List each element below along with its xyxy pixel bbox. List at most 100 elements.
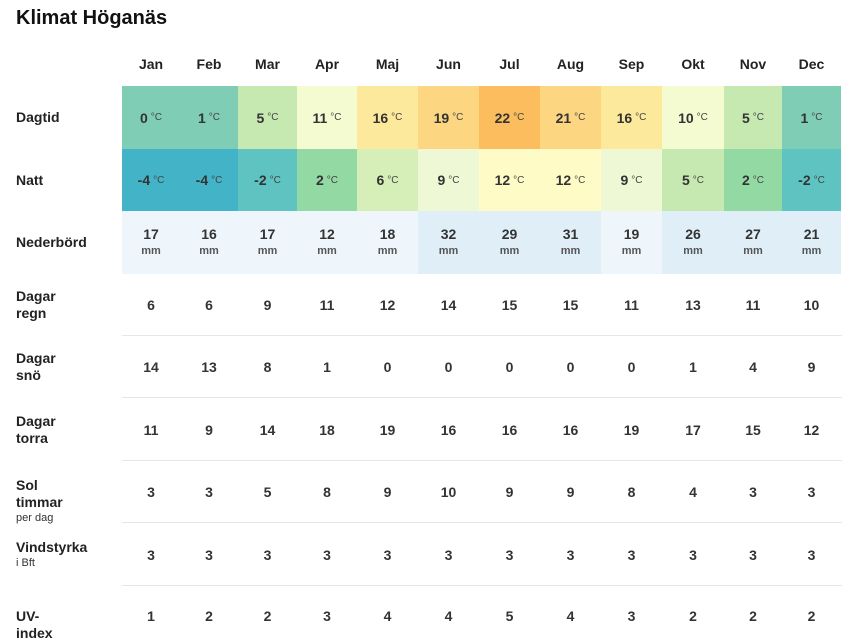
- month-header-mar: Mar: [255, 56, 280, 72]
- cell-day-maj: 16 °C: [357, 86, 418, 149]
- cell-precip-okt: 26 mm: [662, 211, 724, 274]
- cell-value: 3: [807, 546, 816, 563]
- cell-dry-nov: 15: [724, 398, 782, 461]
- cell-day-dec: 1 °C: [782, 86, 841, 149]
- cell-value: 0: [627, 359, 636, 375]
- cell-day-jun: 19 °C: [418, 86, 479, 149]
- cell-wind-jul: 3: [479, 523, 540, 586]
- cell-value: 13: [201, 359, 217, 375]
- cell-value: 1: [147, 608, 155, 624]
- cell-value: 3: [147, 484, 155, 500]
- cell-value: 13: [685, 297, 701, 313]
- cell-snow-dec: 9: [782, 336, 841, 398]
- cell-value: 9: [566, 484, 575, 500]
- cell-unit: mm: [621, 244, 642, 257]
- cell-value: 1: [800, 109, 809, 126]
- cell-value: 14: [440, 297, 457, 313]
- cell-unit: °C: [811, 112, 823, 123]
- cell-unit: mm: [438, 244, 459, 257]
- cell-value: 3: [205, 484, 213, 500]
- cell-rain-aug: 15: [540, 274, 601, 336]
- cell-unit: °C: [631, 174, 643, 186]
- cell-wind-feb: 3: [180, 523, 238, 586]
- month-header-apr: Apr: [314, 56, 340, 72]
- cell-dry-feb: 9: [180, 398, 238, 461]
- cell-day-apr: 11 °C: [297, 86, 357, 149]
- row-label-precip: Nederbörd: [16, 234, 87, 251]
- cell-value: 11: [319, 297, 335, 313]
- cell-unit: mm: [683, 244, 703, 257]
- cell-sun-maj: 9: [357, 461, 418, 523]
- cell-night-nov: 2 °C: [724, 149, 782, 211]
- cell-night-apr: 2 °C: [297, 149, 357, 211]
- row-label-sub: per dag: [16, 512, 54, 524]
- row-label-text: Sol timmar: [16, 477, 63, 510]
- cell-uv-mar: 2: [238, 608, 297, 626]
- cell-rain-sep: 11: [601, 274, 662, 336]
- month-header-maj: Maj: [375, 56, 400, 72]
- month-header-jun: Jun: [436, 56, 461, 72]
- cell-value: 2: [807, 608, 816, 624]
- cell-value: 16: [440, 421, 457, 438]
- cell-value: 3: [505, 546, 514, 563]
- row-divider: [122, 397, 842, 398]
- cell-unit: °C: [452, 112, 464, 123]
- month-header-feb: Feb: [196, 56, 222, 72]
- cell-value: -4: [195, 172, 209, 188]
- cell-rain-apr: 11: [297, 274, 357, 336]
- cell-unit: mm: [377, 244, 398, 257]
- cell-rain-feb: 6: [180, 274, 238, 336]
- cell-wind-jan: 3: [122, 523, 180, 586]
- cell-uv-apr: 3: [297, 608, 357, 626]
- cell-night-jun: 9 °C: [418, 149, 479, 211]
- cell-snow-jul: 0: [479, 336, 540, 398]
- cell-snow-mar: 8: [238, 336, 297, 398]
- cell-dry-maj: 19: [357, 398, 418, 461]
- month-header-jul: Jul: [499, 56, 520, 72]
- cell-value: 9: [383, 484, 392, 500]
- cell-snow-aug: 0: [540, 336, 601, 398]
- cell-value: 5: [263, 484, 272, 500]
- cell-value: 19: [623, 421, 640, 438]
- cell-sun-jan: 3: [122, 461, 180, 523]
- row-label-text: Dagtid: [16, 109, 60, 125]
- cell-value: 0: [139, 109, 148, 126]
- cell-rain-nov: 11: [724, 274, 782, 336]
- cell-value: 12: [319, 225, 335, 242]
- cell-day-aug: 21 °C: [540, 86, 601, 149]
- cell-snow-jan: 14: [122, 336, 180, 398]
- cell-dry-sep: 19: [601, 398, 662, 461]
- cell-precip-jul: 29 mm: [479, 211, 540, 274]
- cell-value: 8: [263, 359, 272, 375]
- cell-value: -2: [798, 172, 811, 188]
- cell-dry-mar: 14: [238, 398, 297, 461]
- cell-unit: mm: [743, 244, 763, 257]
- cell-night-jan: -4 °C: [122, 149, 180, 211]
- cell-unit: °C: [391, 112, 403, 123]
- cell-uv-okt: 2: [662, 608, 724, 626]
- row-label-text: Dagar: [16, 350, 56, 366]
- cell-unit: °C: [330, 112, 342, 123]
- cell-value: 14: [259, 421, 276, 438]
- cell-night-aug: 12 °C: [540, 149, 601, 211]
- cell-sun-aug: 9: [540, 461, 601, 523]
- cell-snow-jun: 0: [418, 336, 479, 398]
- cell-value: 0: [505, 359, 514, 375]
- cell-day-sep: 16 °C: [601, 86, 662, 149]
- cell-value: 5: [681, 172, 690, 188]
- row-label-text: UV-index: [16, 608, 53, 641]
- cell-value: 3: [263, 546, 272, 563]
- cell-wind-mar: 3: [238, 523, 297, 586]
- cell-value: 2: [741, 172, 750, 188]
- cell-unit: mm: [199, 244, 219, 257]
- row-divider: [122, 335, 842, 336]
- cell-value: 6: [147, 297, 155, 313]
- cell-value: 10: [678, 109, 694, 126]
- cell-value: 15: [745, 421, 761, 438]
- cell-unit: °C: [267, 112, 279, 123]
- cell-precip-mar: 17 mm: [238, 211, 297, 274]
- cell-value: 0: [444, 359, 453, 375]
- cell-value: 5: [256, 109, 265, 126]
- cell-uv-jul: 5: [479, 608, 540, 626]
- cell-uv-aug: 4: [540, 608, 601, 626]
